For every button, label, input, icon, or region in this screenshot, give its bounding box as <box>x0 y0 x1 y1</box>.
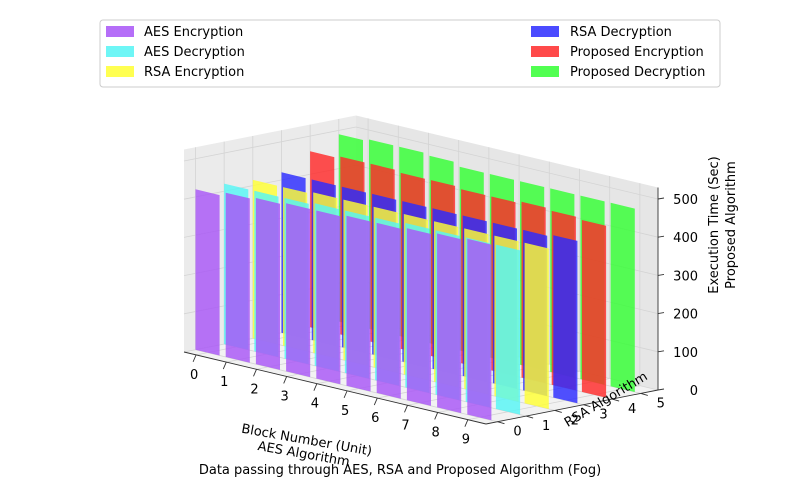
y-tick-label: 1 <box>542 419 550 434</box>
z-tick-mark <box>657 350 665 353</box>
legend-label: AES Decryption <box>144 45 245 60</box>
y-tick-mark <box>497 421 505 425</box>
z-tick-label: 300 <box>673 269 698 284</box>
x-tick-label: 4 <box>311 397 319 412</box>
x-axis-line <box>183 351 487 425</box>
x-tick-label: 1 <box>220 375 228 390</box>
grid-line <box>467 385 640 421</box>
y-tick-label: 3 <box>599 408 607 423</box>
y-tick-label: 2 <box>571 413 579 428</box>
bar <box>406 228 431 406</box>
grid-line <box>183 126 357 162</box>
z-tick-mark <box>657 312 665 315</box>
grid-line <box>437 378 610 413</box>
legend-swatch <box>531 26 559 37</box>
x-tick-mark <box>373 397 378 406</box>
bar <box>467 238 492 421</box>
legend-label: AES Encryption <box>144 25 243 40</box>
y-tick-mark <box>583 404 591 408</box>
bar <box>553 235 578 404</box>
z-tick-label: 400 <box>673 231 698 246</box>
legend: AES Encryption AES Decryption RSA Encrypti… <box>99 19 721 88</box>
z-axis-label: Execution Time (Sec) <box>707 156 722 293</box>
bar <box>437 233 462 414</box>
legend-swatch <box>531 46 559 57</box>
legend-label: RSA Decryption <box>570 25 672 40</box>
z-tick-label: 0 <box>690 384 698 399</box>
x-tick-label: 9 <box>462 433 470 448</box>
y-tick-mark <box>526 415 534 419</box>
chart-caption: Data passing through AES, RSA and Propos… <box>199 463 601 478</box>
bar <box>195 189 220 356</box>
x-tick-label: 8 <box>432 425 440 440</box>
axes <box>183 187 659 425</box>
y-tick-label: 5 <box>657 396 665 411</box>
z-tick-label: 500 <box>673 193 698 208</box>
legend-swatch <box>106 66 134 77</box>
legend-swatch <box>106 46 134 57</box>
y-tick-mark <box>640 392 648 396</box>
bar <box>581 220 607 398</box>
z-tick-mark <box>657 388 665 391</box>
bar <box>495 244 521 415</box>
x-tick-label: 7 <box>401 418 409 433</box>
x-tick-mark <box>434 412 439 420</box>
grid-line <box>407 370 580 406</box>
tick-labels: 0 1 2 3 4 5 6 7 8 9 0 1 2 3 4 5 0 100 200 300 400 500 <box>190 193 698 448</box>
x-tick-mark <box>313 383 318 391</box>
x-tick-label: 3 <box>281 389 289 404</box>
z-tick-mark <box>657 273 665 276</box>
series-aes-encryption <box>195 189 492 421</box>
legend-label: Proposed Decryption <box>570 65 705 80</box>
y-axis-line <box>485 389 659 425</box>
y-tick-mark <box>612 398 620 402</box>
x-tick-mark <box>283 376 288 384</box>
x-tick-mark <box>253 369 257 377</box>
z-tick-mark <box>657 197 665 200</box>
x-tick-mark <box>404 405 408 413</box>
legend-label: Proposed Encryption <box>570 45 704 60</box>
bar <box>255 198 280 370</box>
bars <box>195 134 635 421</box>
z-axis-sublabel: Proposed Algorithm <box>724 161 739 289</box>
z-tick-label: 100 <box>673 346 698 361</box>
legend-swatch <box>531 66 559 77</box>
x-tick-mark <box>343 390 348 399</box>
y-tick-label: 4 <box>628 402 636 417</box>
y-tick-label: 0 <box>513 425 521 440</box>
x-tick-mark <box>464 419 469 427</box>
legend-frame <box>99 19 721 88</box>
bar <box>376 222 401 399</box>
z-tick-mark <box>657 235 665 238</box>
x-tick-label: 2 <box>250 382 258 397</box>
grid-line <box>355 126 659 200</box>
bar <box>225 192 250 363</box>
bar <box>286 203 311 378</box>
bar <box>346 215 371 392</box>
bar <box>524 242 549 409</box>
legend-label: RSA Encryption <box>144 65 244 80</box>
x-tick-mark <box>222 361 227 370</box>
legend-swatch <box>106 26 134 37</box>
grid-line <box>377 363 550 399</box>
x-tick-mark <box>192 354 197 363</box>
x-tick-label: 6 <box>371 411 379 426</box>
bar <box>610 202 635 392</box>
y-tick-mark <box>554 409 562 413</box>
x-tick-label: 0 <box>190 368 198 383</box>
x-tick-label: 5 <box>341 404 349 419</box>
bar <box>316 210 341 385</box>
z-tick-label: 200 <box>673 308 698 323</box>
